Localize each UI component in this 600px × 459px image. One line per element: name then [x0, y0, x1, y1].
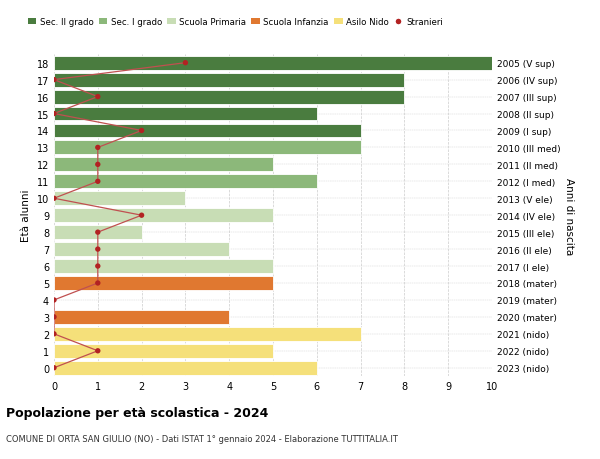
Point — [49, 330, 59, 338]
Legend: Sec. II grado, Sec. I grado, Scuola Primaria, Scuola Infanzia, Asilo Nido, Stran: Sec. II grado, Sec. I grado, Scuola Prim… — [28, 17, 443, 27]
Point — [93, 145, 103, 152]
Text: COMUNE DI ORTA SAN GIULIO (NO) - Dati ISTAT 1° gennaio 2024 - Elaborazione TUTTI: COMUNE DI ORTA SAN GIULIO (NO) - Dati IS… — [6, 434, 398, 443]
Bar — [54, 158, 273, 172]
Bar — [54, 107, 317, 121]
Point — [93, 246, 103, 253]
Point — [49, 111, 59, 118]
Bar — [54, 90, 404, 104]
Point — [181, 60, 190, 67]
Point — [137, 212, 146, 219]
Bar — [54, 310, 229, 324]
Bar — [54, 243, 229, 257]
Bar — [54, 73, 404, 87]
Bar — [54, 209, 273, 223]
Bar — [54, 327, 361, 341]
Point — [93, 280, 103, 287]
Bar — [54, 344, 273, 358]
Bar — [54, 141, 361, 155]
Point — [137, 128, 146, 135]
Point — [93, 94, 103, 101]
Bar — [54, 56, 492, 71]
Point — [93, 263, 103, 270]
Point — [49, 313, 59, 321]
Y-axis label: Anni di nascita: Anni di nascita — [565, 177, 574, 254]
Point — [49, 195, 59, 202]
Point — [93, 178, 103, 185]
Bar — [54, 226, 142, 240]
Point — [49, 77, 59, 84]
Bar — [54, 259, 273, 274]
Point — [49, 364, 59, 372]
Text: Popolazione per età scolastica - 2024: Popolazione per età scolastica - 2024 — [6, 406, 268, 419]
Point — [93, 347, 103, 355]
Bar — [54, 276, 273, 290]
Point — [93, 229, 103, 236]
Y-axis label: Età alunni: Età alunni — [21, 190, 31, 242]
Bar — [54, 175, 317, 189]
Point — [93, 161, 103, 168]
Point — [49, 297, 59, 304]
Bar — [54, 124, 361, 138]
Bar — [54, 361, 317, 375]
Bar — [54, 192, 185, 206]
